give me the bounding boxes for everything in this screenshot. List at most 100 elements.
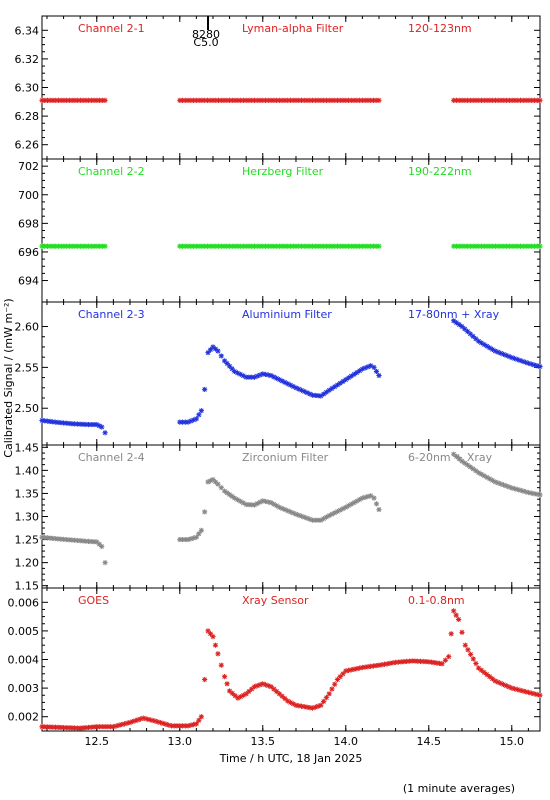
data-point	[182, 243, 188, 249]
panel-frame	[41, 15, 541, 160]
data-point	[191, 535, 197, 541]
data-point	[91, 97, 97, 103]
data-point	[279, 378, 285, 384]
data-point	[293, 243, 299, 249]
data-point	[215, 97, 222, 103]
y-tick-label: 1.45	[15, 441, 40, 454]
data-point	[52, 724, 59, 730]
data-point	[39, 417, 45, 424]
data-point	[509, 243, 515, 249]
data-point	[268, 684, 274, 690]
data-point	[226, 688, 233, 694]
data-point	[301, 704, 307, 710]
data-point	[293, 385, 299, 391]
data-point	[285, 508, 291, 514]
data-point	[506, 684, 512, 690]
data-point	[487, 243, 493, 249]
data-point	[329, 511, 335, 517]
data-point	[279, 693, 285, 699]
data-point	[246, 688, 252, 695]
data-point	[354, 369, 360, 376]
data-point	[207, 347, 214, 353]
data-point	[520, 97, 526, 103]
x-tick-label: 14.5	[417, 735, 442, 748]
data-point	[66, 97, 73, 103]
panel-filter-label: Zirconium Filter	[242, 451, 329, 464]
data-point	[451, 451, 457, 457]
data-point	[511, 355, 518, 362]
data-point	[86, 243, 92, 249]
data-point	[55, 419, 61, 425]
data-point	[525, 360, 531, 366]
data-point	[351, 666, 357, 672]
data-point	[279, 505, 285, 512]
data-point	[50, 724, 56, 730]
data-point	[370, 97, 377, 103]
data-point	[221, 243, 227, 249]
data-point	[177, 723, 183, 729]
data-point	[503, 97, 510, 103]
data-point	[232, 97, 238, 103]
data-point	[96, 97, 103, 103]
data-point	[113, 723, 119, 729]
data-point	[226, 97, 233, 103]
data-point	[484, 97, 490, 103]
data-point	[224, 360, 230, 367]
data-point	[234, 370, 241, 376]
data-point	[218, 97, 224, 103]
data-point	[332, 510, 338, 516]
data-point	[428, 659, 435, 665]
data-point	[537, 243, 543, 249]
data-point	[467, 97, 473, 103]
data-point	[468, 651, 474, 657]
data-point	[481, 669, 487, 675]
panel-band-label: 120-123nm	[408, 22, 472, 35]
data-point	[462, 97, 468, 103]
data-point	[354, 97, 360, 103]
data-point	[476, 243, 482, 249]
data-point	[376, 662, 382, 668]
data-point	[301, 388, 307, 395]
data-point	[523, 689, 529, 695]
data-point	[185, 419, 191, 425]
data-point	[257, 372, 263, 378]
data-point	[102, 724, 108, 730]
data-point	[517, 97, 524, 103]
data-point	[251, 502, 258, 508]
data-point	[517, 357, 523, 364]
panel-frame	[41, 444, 541, 589]
data-point	[298, 703, 305, 709]
data-point	[470, 656, 476, 662]
data-point	[83, 538, 89, 544]
data-point	[240, 373, 246, 379]
data-point	[340, 378, 346, 384]
data-point	[354, 498, 360, 504]
data-point	[198, 408, 204, 414]
data-point	[520, 488, 526, 494]
data-point	[63, 725, 69, 731]
data-point	[357, 243, 363, 249]
data-point	[285, 381, 291, 387]
data-point	[434, 660, 440, 666]
data-point	[193, 534, 199, 540]
data-point	[249, 243, 255, 249]
data-point	[473, 336, 479, 342]
data-point	[489, 477, 496, 483]
data-point	[359, 243, 365, 249]
data-point	[362, 494, 368, 500]
data-point	[42, 243, 48, 249]
data-point	[465, 647, 471, 653]
data-point	[453, 453, 460, 460]
data-point	[69, 421, 75, 427]
data-point	[191, 417, 197, 423]
data-point	[318, 702, 324, 708]
data-point	[345, 97, 352, 103]
data-point	[224, 681, 230, 687]
data-point	[199, 97, 205, 103]
y-tick-label: 0.005	[8, 625, 40, 638]
y-tick-label: 2.60	[15, 321, 40, 334]
data-point	[102, 560, 108, 566]
data-point	[75, 97, 81, 103]
data-point	[357, 496, 363, 503]
data-point	[218, 243, 224, 249]
